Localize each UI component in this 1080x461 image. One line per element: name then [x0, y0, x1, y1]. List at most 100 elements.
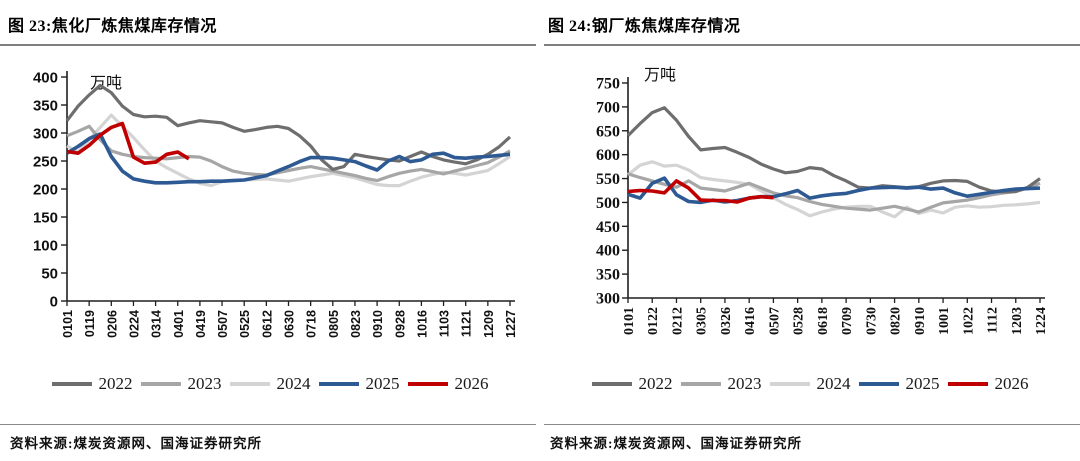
y-tick-label: 750 — [596, 76, 620, 93]
y-tick-label: 400 — [33, 70, 58, 87]
series-line-2025 — [627, 176, 1041, 205]
legend-label: 2022 — [98, 374, 133, 393]
legend-label: 2026 — [454, 374, 489, 393]
series-line-2023 — [627, 172, 1041, 214]
x-tick-label: 1227 — [504, 310, 518, 338]
x-tick-label: 0224 — [127, 310, 141, 338]
source-note: 资料来源:煤炭资源网、国海证券研究所 — [550, 436, 802, 451]
figure-23-title: 图 23:焦化厂炼焦煤库存情况 — [8, 18, 217, 35]
legend-line-swatch — [947, 382, 988, 386]
y-tick-label: 250 — [33, 154, 58, 171]
x-tick-label: 0730 — [864, 307, 879, 335]
figure-24-steel-plant-inventory: 图 24:钢厂炼焦煤库存情况 300 350 400 450 500 550 600 650 7… — [540, 0, 1080, 461]
legend-label: 2025 — [905, 374, 940, 393]
figure-24-title: 图 24:钢厂炼焦煤库存情况 — [548, 18, 741, 35]
legend-label: 2026 — [994, 374, 1029, 393]
y-tick-label: 500 — [596, 195, 620, 212]
y-tick-label: 350 — [596, 267, 620, 284]
x-tick-label: 0718 — [305, 310, 319, 338]
x-tick-label: 0612 — [260, 310, 274, 338]
x-tick-label: 1203 — [1010, 307, 1025, 335]
x-tick-label: 0206 — [105, 310, 119, 338]
title-divider — [544, 44, 1080, 46]
x-tick-label: 0101 — [622, 307, 637, 335]
y-tick-label: 700 — [596, 99, 620, 116]
series-line-2022 — [626, 106, 1041, 194]
y-tick-label: 650 — [596, 123, 620, 140]
legend-item-2024: 2024 — [769, 374, 851, 394]
legend-line-swatch — [769, 382, 810, 386]
series-line-2022 — [65, 83, 512, 172]
legend-item-2023: 2023 — [680, 374, 762, 394]
title-divider — [0, 44, 536, 46]
source-divider — [0, 424, 536, 425]
x-tick-label: 0507 — [767, 307, 782, 335]
x-tick-label: 0630 — [283, 310, 297, 338]
series-line-2023 — [66, 124, 511, 183]
source-divider — [544, 424, 1080, 425]
x-tick-label: 1112 — [986, 307, 1001, 333]
x-tick-label: 0823 — [349, 310, 363, 338]
series-line-2024 — [627, 160, 1041, 219]
x-tick-label: 0709 — [840, 307, 855, 335]
legend-item-2022: 2022 — [591, 374, 673, 394]
x-tick-label: 0618 — [816, 307, 831, 335]
x-tick-label: 0528 — [792, 307, 807, 335]
legend-line-swatch — [858, 382, 899, 386]
x-tick-label: 1016 — [415, 310, 429, 338]
legend-item-2022: 2022 — [51, 374, 133, 394]
x-tick-label: 0401 — [172, 310, 186, 338]
legend-item-2025: 2025 — [858, 374, 940, 394]
x-tick-label: 0507 — [216, 310, 230, 338]
y-tick-label: 350 — [33, 98, 58, 115]
x-tick-label: 1001 — [937, 307, 952, 335]
x-tick-label: 1121 — [460, 310, 474, 337]
legend-line-swatch — [140, 382, 181, 386]
y-tick-label: 150 — [33, 210, 58, 227]
x-tick-label: 0820 — [889, 307, 904, 335]
x-tick-label: 0326 — [719, 307, 734, 335]
x-tick-label: 0101 — [61, 310, 75, 338]
x-tick-label: 0928 — [393, 310, 407, 338]
x-tick-label: 0525 — [238, 310, 252, 338]
legend-line-swatch — [680, 382, 721, 386]
x-tick-label: 0910 — [913, 307, 928, 335]
legend-label: 2023 — [187, 374, 222, 393]
y-tick-label: 50 — [41, 266, 58, 283]
legend-item-2026: 2026 — [407, 374, 489, 394]
legend-label: 2023 — [727, 374, 762, 393]
y-tick-label: 600 — [596, 147, 620, 164]
source-note: 资料来源:煤炭资源网、国海证券研究所 — [10, 436, 262, 451]
y-tick-label: 200 — [33, 182, 58, 199]
x-tick-label: 0122 — [646, 307, 661, 335]
x-tick-label: 0805 — [327, 310, 341, 338]
y-tick-label: 400 — [596, 243, 620, 260]
y-tick-label: 100 — [33, 238, 58, 255]
legend-line-swatch — [51, 382, 92, 386]
legend-line-swatch — [591, 382, 632, 386]
coking-plant-inventory-line-chart: 0 50 100 150 200 250 300 350 400 0101 0119 0206 0224… — [33, 70, 518, 338]
y-axis-unit-label: 万吨 — [644, 66, 676, 84]
legend-line-swatch — [229, 382, 270, 386]
legend-line-swatch — [407, 382, 448, 386]
chart-legend: 2022 2023 2024 2025 2026 — [0, 374, 540, 394]
legend-item-2025: 2025 — [318, 374, 400, 394]
series-line-2026 — [66, 121, 190, 165]
chart-legend: 2022 2023 2024 2025 2026 — [540, 374, 1080, 394]
series-line-2026 — [627, 179, 774, 204]
legend-label: 2024 — [816, 374, 851, 393]
series-line-2025 — [66, 132, 511, 185]
x-tick-label: 0119 — [83, 310, 97, 337]
y-tick-label: 550 — [596, 171, 620, 188]
x-tick-label: 1224 — [1034, 307, 1049, 335]
legend-label: 2024 — [276, 374, 311, 393]
y-tick-label: 0 — [50, 294, 58, 311]
x-tick-label: 0416 — [743, 307, 758, 335]
x-tick-label: 0910 — [371, 310, 385, 338]
x-tick-label: 1103 — [438, 310, 452, 337]
y-tick-label: 300 — [33, 126, 58, 143]
figure-23-coking-plant-inventory: 图 23:焦化厂炼焦煤库存情况 0 50 100 150 200 250 300 350 400… — [0, 18, 540, 451]
x-tick-label: 1209 — [482, 310, 496, 338]
y-tick-label: 300 — [596, 291, 620, 308]
